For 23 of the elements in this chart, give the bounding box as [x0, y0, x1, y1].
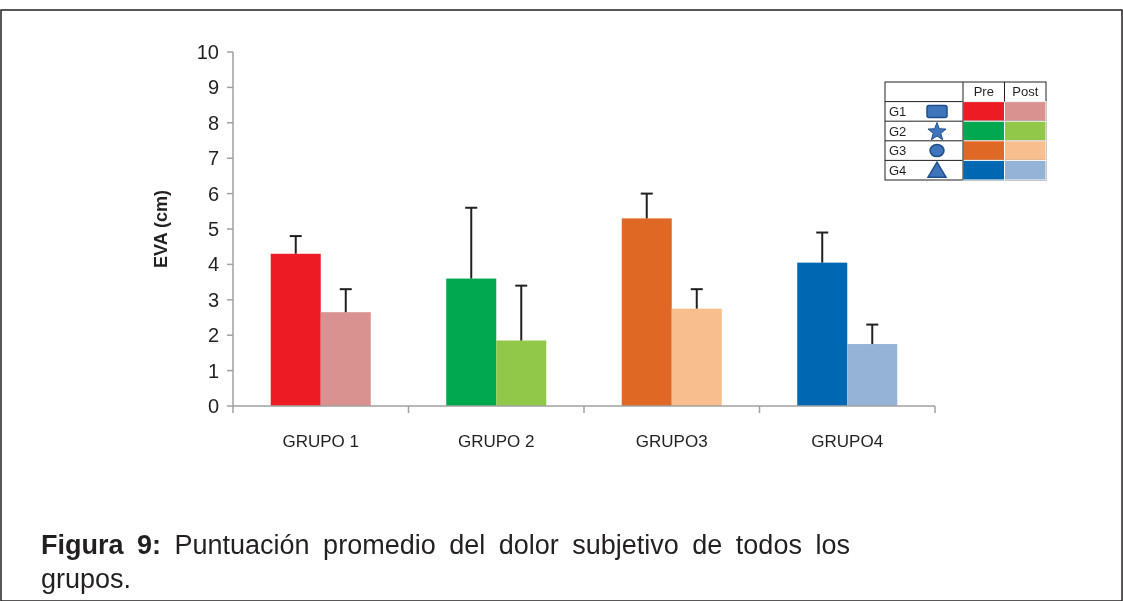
y-tick-label: 0 [207, 395, 219, 417]
text: Pre [973, 84, 994, 100]
annotation: G4 [889, 162, 907, 178]
x-tick-label: GRUPO 1 [282, 432, 360, 451]
y-axis-title: EVA (cm) [151, 189, 171, 269]
y-tick-label: 5 [207, 218, 219, 240]
y-tick-label: 3 [207, 288, 219, 311]
text: Figura 9: Puntuación promedio del dolor subjetivo de todos los grupos. [41, 530, 850, 594]
y-tick-label: 8 [207, 111, 219, 134]
y-tick-label: 1 [207, 359, 219, 382]
annotation: G3 [889, 143, 907, 159]
text: Post [1012, 84, 1039, 100]
annotation: G1 [889, 103, 907, 119]
y-tick-label: 7 [207, 147, 219, 170]
x-tick-label: GRUPO 2 [457, 432, 535, 451]
x-tick-label: GRUPO3 [635, 432, 708, 451]
y-tick-label: 4 [207, 253, 219, 276]
y-tick-label: 2 [207, 324, 219, 347]
y-tick-label: 9 [207, 76, 219, 99]
annotation: G2 [889, 123, 907, 139]
y-tick-label: 10 [196, 41, 219, 63]
x-tick-label: GRUPO4 [811, 432, 884, 451]
y-tick-label: 6 [207, 182, 219, 205]
